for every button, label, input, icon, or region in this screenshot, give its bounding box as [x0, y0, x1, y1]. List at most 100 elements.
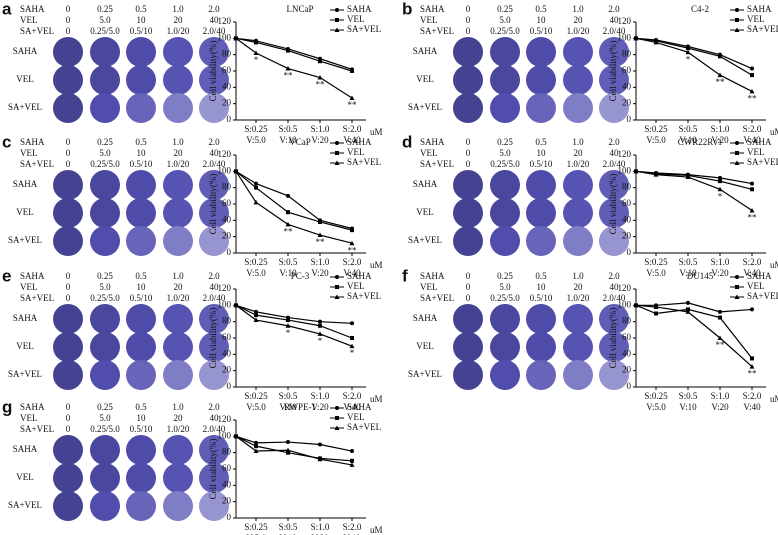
- y-tick-label: 0: [227, 512, 232, 522]
- well: [599, 360, 629, 390]
- significance: **: [284, 226, 294, 236]
- x-tick-label: S:2.0: [343, 391, 362, 401]
- legend-marker: [335, 406, 339, 410]
- well: [199, 170, 229, 200]
- y-tick-label: 120: [218, 16, 232, 26]
- dose-value: 2.0: [608, 4, 620, 14]
- well: [526, 170, 556, 200]
- well: [599, 93, 629, 123]
- well: [53, 463, 83, 493]
- dose-value: 2.0: [208, 271, 220, 281]
- legend-marker: [734, 27, 740, 32]
- x-tick-label: S:0.25: [644, 257, 668, 267]
- well: [490, 304, 520, 334]
- x-tick-label: V:5.0: [246, 135, 266, 145]
- dose-value: 0: [66, 424, 71, 434]
- y-tick-label: 80: [222, 49, 232, 59]
- dose-value: 5.0: [99, 282, 111, 292]
- y-tick-label: 20: [222, 231, 232, 241]
- significance: **: [748, 369, 758, 379]
- well-row-label: VEL: [416, 341, 434, 351]
- x-tick-label: S:0.5: [279, 391, 298, 401]
- x-tick-label: V:5.0: [646, 135, 666, 145]
- data-point: [349, 95, 355, 100]
- legend-marker: [735, 18, 739, 22]
- y-tick-label: 40: [222, 81, 232, 91]
- dose-value: 0.5/10: [130, 26, 153, 36]
- significance: **: [316, 237, 326, 247]
- x-tick-label: V:10: [679, 135, 697, 145]
- well: [199, 226, 229, 256]
- y-tick-label: 0: [227, 114, 232, 124]
- significance: *: [286, 328, 291, 338]
- dose-value: 1.0: [172, 402, 184, 412]
- dose-value: 0.5: [135, 137, 147, 147]
- x-tick-label: S:0.25: [244, 257, 268, 267]
- data-point: [317, 456, 323, 462]
- data-point: [749, 364, 755, 369]
- x-tick-label: V:20: [311, 533, 329, 535]
- dose-value: 0: [66, 271, 71, 281]
- well: [90, 65, 120, 95]
- x-tick-label: V:5.0: [246, 533, 266, 535]
- dose-value: 0.25/5.0: [490, 293, 520, 303]
- well: [599, 198, 629, 228]
- data-point: [233, 168, 239, 174]
- x-tick-label: S:1.0: [311, 124, 330, 134]
- well: [90, 463, 120, 493]
- legend-label: SAHA: [347, 402, 372, 412]
- dose-value: 40: [210, 15, 220, 25]
- well: [126, 463, 156, 493]
- dose-value: 40: [610, 282, 620, 292]
- data-point: [286, 210, 290, 215]
- dose-value: 20: [174, 15, 184, 25]
- well-row-label: VEL: [416, 74, 434, 84]
- dose-value: 0: [66, 159, 71, 169]
- y-tick-label: 120: [618, 149, 632, 159]
- x-tick-label: V:40: [343, 135, 361, 145]
- well: [199, 198, 229, 228]
- well: [526, 93, 556, 123]
- dose-value: 5.0: [99, 413, 111, 423]
- x-tick-label: V:20: [311, 402, 329, 412]
- series-line: [235, 170, 353, 230]
- x-tick-label: S:0.5: [679, 391, 698, 401]
- y-tick-label: 80: [622, 182, 632, 192]
- legend-marker: [334, 294, 340, 299]
- x-tick-label: V:10: [279, 135, 297, 145]
- legend-label: VEL: [747, 14, 765, 24]
- dose-value: 0: [66, 137, 71, 147]
- data-point: [750, 66, 754, 71]
- dose-value: 1.0/20: [167, 159, 190, 169]
- dose-value: 0: [466, 159, 471, 169]
- well: [90, 304, 120, 334]
- dose-row-name: SA+VEL: [20, 293, 54, 303]
- well: [53, 170, 83, 200]
- legend-label: VEL: [747, 147, 765, 157]
- data-point: [253, 50, 259, 56]
- y-tick-label: 120: [618, 283, 632, 293]
- well: [563, 332, 593, 362]
- y-tick-label: 20: [622, 231, 632, 241]
- dose-value: 0.5: [535, 271, 547, 281]
- x-tick-label: V:20: [711, 402, 729, 412]
- well: [490, 37, 520, 67]
- well: [199, 463, 229, 493]
- y-tick-label: 60: [222, 463, 232, 473]
- panel-label: b: [402, 0, 412, 18]
- y-tick-label: 60: [622, 332, 632, 342]
- data-point: [717, 335, 723, 340]
- well-row-label: SAHA: [13, 444, 38, 454]
- dose-value: 10: [137, 15, 147, 25]
- dose-row-name: VEL: [20, 15, 38, 25]
- x-tick-label: S:0.5: [279, 124, 298, 134]
- legend-label: SAHA: [747, 137, 772, 147]
- x-tick-label: S:2.0: [343, 522, 362, 532]
- y-tick-label: 60: [222, 198, 232, 208]
- series-line: [635, 170, 753, 212]
- well: [53, 332, 83, 362]
- dose-row-name: SA+VEL: [20, 26, 54, 36]
- well: [199, 93, 229, 123]
